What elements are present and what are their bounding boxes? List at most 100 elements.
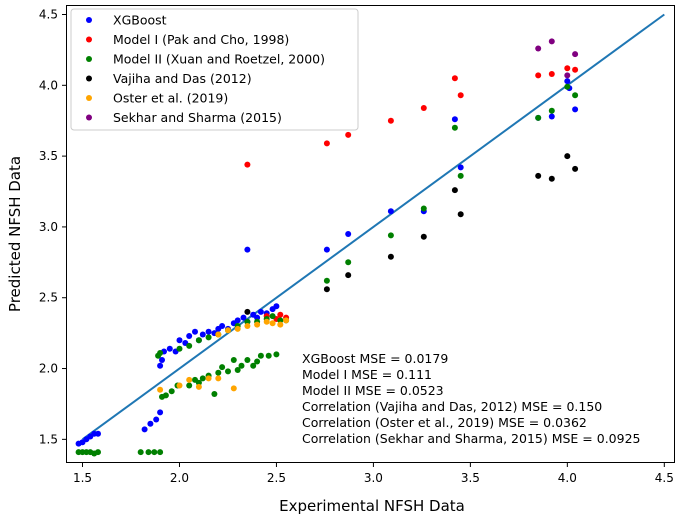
data-point (535, 172, 542, 179)
data-point (420, 205, 427, 212)
data-point (186, 342, 193, 349)
data-point (457, 92, 464, 99)
data-point (564, 65, 571, 72)
data-point (263, 318, 270, 325)
data-point (225, 327, 231, 334)
data-point (153, 416, 160, 423)
data-point (269, 320, 276, 327)
mse-annotation: Correlation (Sekhar and Sharma, 2015) MS… (302, 431, 640, 446)
data-point (451, 124, 458, 131)
legend-marker (86, 75, 92, 82)
data-point (457, 164, 464, 171)
data-point (572, 66, 579, 73)
data-point (234, 317, 241, 324)
data-point (254, 358, 261, 365)
data-point (141, 426, 148, 433)
data-point (176, 345, 183, 352)
x-tick-label: 2.5 (267, 471, 286, 485)
data-point (145, 449, 152, 456)
data-point (277, 317, 284, 324)
data-point (345, 131, 352, 138)
data-point (205, 375, 212, 382)
x-axis-title: Experimental NFSH Data (279, 497, 465, 515)
data-point (548, 113, 555, 120)
x-tick-label: 1.5 (73, 471, 92, 485)
series-4 (157, 317, 290, 393)
x-tick-label: 4.5 (655, 471, 674, 485)
mse-annotation: Model II MSE = 0.0523 (302, 383, 444, 398)
data-point (95, 430, 101, 437)
data-point (176, 337, 183, 344)
data-point (137, 449, 144, 456)
legend-marker (86, 95, 92, 101)
y-tick-label: 4.5 (39, 7, 58, 21)
data-point (345, 259, 352, 266)
data-point (564, 72, 571, 79)
data-point (323, 246, 330, 253)
data-point (230, 385, 237, 392)
data-point (238, 362, 245, 369)
y-tick-label: 3.5 (39, 149, 58, 163)
data-point (192, 328, 198, 335)
data-point (162, 392, 169, 399)
x-axis-ticks: 1.5 2.0 2.5 3.0 3.5 4.0 4.5 (73, 462, 674, 485)
series-0 (75, 78, 579, 447)
data-point (273, 303, 280, 310)
data-point (250, 362, 257, 369)
data-point (244, 161, 251, 168)
legend: XGBoost Model I (Pak and Cho, 1998) Model … (70, 8, 359, 131)
y-tick-label: 4.0 (39, 78, 58, 92)
data-points-layer (75, 38, 579, 457)
data-point (151, 449, 158, 456)
series-5 (535, 38, 579, 79)
data-point (548, 107, 555, 114)
data-point (186, 382, 193, 389)
legend-label: Oster et al. (2019) (113, 91, 228, 106)
legend-label: Model I (Pak and Cho, 1998) (113, 32, 289, 47)
mse-annotation: Correlation (Oster et al., 2019) MSE = 0… (302, 415, 587, 430)
legend-box (70, 8, 359, 131)
data-point (195, 337, 202, 344)
data-point (234, 325, 241, 332)
data-point (211, 391, 218, 397)
data-point (323, 286, 330, 293)
y-tick-label: 1.5 (39, 432, 58, 446)
data-point (157, 386, 164, 393)
data-point (230, 357, 237, 363)
data-point (244, 246, 251, 253)
plot-frame (66, 5, 675, 463)
data-point (548, 175, 555, 182)
legend-label: Sekhar and Sharma (2015) (113, 110, 282, 125)
data-point (345, 231, 352, 237)
data-point (199, 331, 206, 338)
data-point (205, 334, 212, 341)
data-point (257, 352, 264, 359)
data-point (265, 352, 272, 359)
data-point (457, 211, 464, 218)
data-point (387, 253, 394, 260)
data-point (451, 75, 458, 82)
data-point (254, 314, 261, 321)
data-point (244, 357, 251, 363)
data-point (451, 187, 458, 194)
data-point (95, 449, 101, 456)
data-point (277, 311, 284, 318)
data-point (159, 357, 165, 363)
data-point (387, 117, 394, 124)
mse-annotation: Model I MSE = 0.111 (302, 367, 432, 382)
y-tick-label: 2.5 (39, 291, 58, 305)
legend-marker (86, 114, 92, 121)
data-point (176, 382, 183, 389)
data-point (345, 272, 352, 279)
data-point (387, 232, 394, 239)
x-tick-label: 4.0 (558, 471, 577, 485)
data-point (572, 165, 579, 172)
y-tick-label: 2.0 (39, 362, 58, 376)
data-point (572, 51, 579, 58)
data-point (199, 375, 206, 382)
data-point (273, 351, 280, 358)
data-point (195, 379, 202, 386)
data-point (387, 208, 394, 215)
